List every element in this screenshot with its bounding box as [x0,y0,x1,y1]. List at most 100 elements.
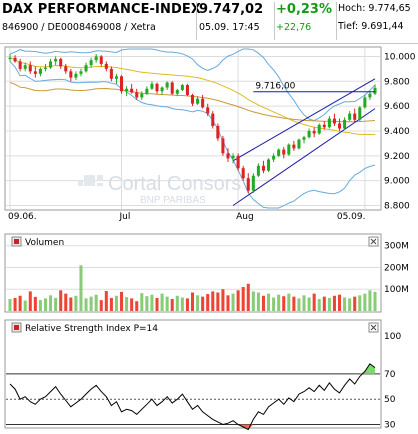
volume-bar [267,293,271,311]
candle-body [337,123,342,129]
watermark-brand: Cortal Consors [108,173,241,195]
volume-bar [180,297,184,311]
candle-body [38,68,42,74]
volume-bar [358,295,362,311]
volume-bar [104,290,108,311]
volume-bar [216,292,220,311]
candle-body [64,66,68,72]
candle-body [99,56,103,64]
candle-body [211,113,215,127]
rsi-series-swatch [14,325,19,330]
candle-body [287,144,291,155]
instrument-info: DAX PERFORMANCE-INDEX 846900 / DE0008469… [2,2,201,40]
header-divider [274,2,275,40]
volume-bar [114,295,118,311]
candle-body [332,118,336,124]
candle-body [282,149,286,155]
candle-body [236,155,240,169]
candlesticks [8,53,377,194]
candle-body [201,98,205,108]
volume-panel-header: Volumen [11,236,379,248]
rsi-levels [6,373,380,425]
rsi-panel-header: Relative Strength Index P=14 [11,322,379,334]
bollinger-lower-line [9,61,376,209]
candle-body [165,82,169,88]
volume-bar [33,296,37,311]
candle-body [175,89,179,94]
volume-bar [165,296,169,311]
volume-bar [89,296,93,311]
last-price: 9.747,02 [199,2,264,17]
rsi-panel-title: Relative Strength Index P=14 [25,324,158,334]
volume-bar [312,293,316,311]
candle-body [343,119,347,129]
volume-bar [251,291,255,311]
volume-bar [175,295,179,311]
candle-body [59,58,63,67]
candle-body [206,107,210,114]
candle-body [180,85,184,90]
candle-body [8,57,12,59]
candle-body [94,56,98,61]
volume-bar [256,292,260,311]
candle-body [84,65,88,72]
candle-body [251,175,255,191]
header-divider [336,2,337,40]
time-tick-label: 09.06. [8,212,37,222]
candle-body [18,61,22,69]
candle-body [120,76,124,92]
price-annotations: 9.716,00 [253,82,375,93]
volume-bar [373,291,377,311]
candle-body [241,168,245,179]
moving-average-short-line [9,57,376,136]
volume-panel-title: Volumen [25,238,64,248]
candle-body [43,67,48,69]
candle-body [145,88,149,94]
candle-body [267,159,271,171]
price-tick-label: 10.000 [384,52,416,62]
volume-grid [6,245,380,290]
candle-body [28,65,32,72]
candle-body [140,93,144,98]
time-tick-label: 05.09. [337,212,366,222]
candle-body [307,130,311,138]
price-info: 9.747,02 05.09. 17:45 [199,2,273,40]
candle-body [256,165,260,176]
volume-bar [79,265,83,311]
volume-bar [261,295,265,311]
rsi-tick-label: 70 [384,370,396,380]
day-low: Tief: 9.691,44 [338,21,404,32]
price-tick-label: 9.200 [384,152,410,162]
volume-bar [272,297,276,311]
volume-bar [190,292,195,311]
volume-bar [368,290,372,311]
volume-tick-label: 300M [384,242,409,252]
candle-body [292,144,296,149]
volume-bar [49,295,53,311]
trend-channel-lower-line [232,108,376,206]
candle-body [150,83,154,89]
change-percent: +0,23% [276,2,332,17]
header-divider [196,2,197,40]
candle-body [216,126,220,139]
volume-bar [246,283,250,311]
candle-body [226,153,230,159]
candle-body [135,92,139,98]
volume-bar [343,297,347,311]
volume-bar [99,300,103,311]
volume-bar [363,293,367,311]
trend-channel-upper-line [232,78,376,162]
volume-bar [145,296,149,311]
broker-watermark: Cortal Consors BNP PARIBAS [78,173,241,206]
candle-body [114,76,118,79]
instrument-identifiers: 846900 / DE0008469008 / Xetra [2,22,156,33]
volume-bar [231,293,235,311]
volume-bar [94,294,98,311]
rsi-overbought-fill [369,363,375,374]
candle-body [302,137,306,140]
volume-bar [74,295,78,311]
volume-bar [84,298,88,311]
price-tick-label: 9.600 [384,102,410,112]
candle-body [74,73,78,78]
candle-body [272,155,276,160]
